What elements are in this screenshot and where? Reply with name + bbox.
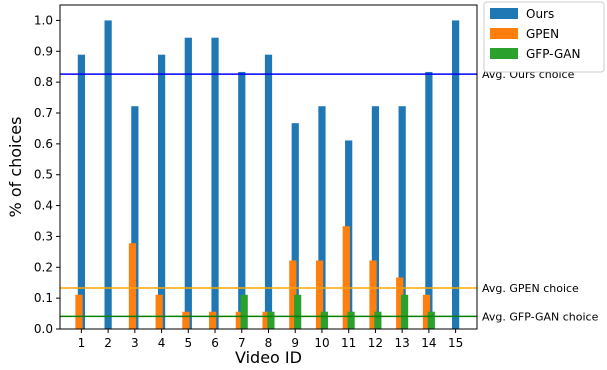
x-tick-label-1: 1 — [78, 336, 86, 350]
bar-gfp-gan-7 — [240, 294, 248, 329]
bar-ours-13 — [398, 106, 406, 329]
x-tick-label-11: 11 — [341, 336, 356, 350]
legend-label-0: Ours — [526, 7, 554, 21]
bar-gpen-6 — [209, 311, 217, 329]
x-tick-label-3: 3 — [131, 336, 139, 350]
bar-gpen-10 — [315, 260, 324, 329]
y-tick-label-9: 0.9 — [34, 44, 53, 58]
y-tick-label-5: 0.5 — [34, 168, 53, 182]
legend-label-2: GFP-GAN — [526, 47, 580, 61]
legend: Ours GPEN GFP-GAN — [483, 1, 605, 73]
legend-swatch-2 — [490, 48, 518, 59]
x-tick-label-5: 5 — [184, 336, 192, 350]
bar-gpen-1 — [75, 294, 83, 329]
bar-gpen-4 — [155, 294, 163, 329]
x-tick-label-12: 12 — [368, 336, 383, 350]
bar-gfp-gan-14 — [427, 311, 435, 329]
bar-gpen-13 — [396, 277, 404, 329]
x-axis: 1 2 3 4 5 6 7 8 9 10 11 12 13 14 15 — [78, 329, 463, 350]
bar-gpen-14 — [422, 294, 431, 329]
bar-gfp-gan-9 — [294, 294, 302, 329]
y-tick-label-0: 0.0 — [34, 322, 53, 336]
x-tick-label-14: 14 — [421, 336, 436, 350]
bars-layer — [75, 20, 460, 330]
bar-ours-8 — [264, 54, 273, 330]
legend-swatch-1 — [490, 28, 518, 39]
y-tick-label-7: 0.7 — [34, 106, 53, 120]
bar-ours-14 — [425, 71, 433, 330]
bar-ours-15 — [452, 20, 460, 330]
bar-gpen-8 — [262, 311, 270, 329]
x-tick-label-2: 2 — [104, 336, 112, 350]
bar-ours-5 — [184, 37, 192, 330]
y-tick-label-3: 0.3 — [34, 229, 53, 243]
bar-gpen-9 — [289, 260, 297, 329]
bar-gfp-gan-11 — [347, 311, 355, 329]
bar-gpen-11 — [342, 226, 350, 329]
reference-line-label-1: Avg. GPEN choice — [482, 282, 579, 295]
x-tick-label-9: 9 — [291, 336, 299, 350]
bar-ours-9 — [291, 123, 299, 329]
y-axis: 0.0 0.1 0.2 0.3 0.4 0.5 0.6 0.7 0.8 0.9 1.0 — [34, 13, 60, 336]
y-axis-title: % of choices — [6, 117, 25, 218]
bar-ours-3 — [131, 106, 139, 329]
bar-ours-10 — [318, 106, 326, 329]
y-tick-label-2: 0.2 — [34, 260, 53, 274]
bar-gpen-3 — [128, 243, 137, 329]
x-tick-label-13: 13 — [395, 336, 410, 350]
bar-ours-12 — [371, 106, 380, 329]
bar-ours-7 — [238, 71, 246, 330]
y-tick-label-4: 0.4 — [34, 199, 53, 213]
bar-gfp-gan-10 — [320, 311, 328, 329]
y-tick-label-10: 1.0 — [34, 13, 53, 27]
bar-gpen-5 — [182, 311, 190, 329]
x-tick-label-15: 15 — [448, 336, 463, 350]
bar-gfp-gan-8 — [267, 311, 275, 329]
bar-gfp-gan-13 — [400, 294, 409, 329]
legend-label-1: GPEN — [526, 27, 559, 41]
x-tick-label-4: 4 — [158, 336, 166, 350]
legend-swatch-0 — [490, 8, 518, 19]
y-tick-label-6: 0.6 — [34, 137, 53, 151]
x-tick-label-8: 8 — [265, 336, 273, 350]
x-axis-title: Video ID — [235, 348, 302, 367]
bar-gpen-7 — [235, 311, 243, 329]
bar-ours-2 — [104, 20, 112, 330]
bar-gfp-gan-12 — [374, 311, 382, 329]
y-tick-label-1: 0.1 — [34, 291, 53, 305]
reference-line-label-2: Avg. GFP-GAN choice — [482, 310, 599, 323]
y-tick-label-8: 0.8 — [34, 75, 53, 89]
x-tick-label-7: 7 — [238, 336, 246, 350]
bar-gpen-12 — [369, 260, 377, 329]
bar-ours-4 — [157, 54, 166, 330]
x-tick-label-10: 10 — [314, 336, 329, 350]
bar-ours-1 — [77, 54, 85, 330]
bar-ours-6 — [211, 37, 219, 330]
x-tick-label-6: 6 — [211, 336, 219, 350]
